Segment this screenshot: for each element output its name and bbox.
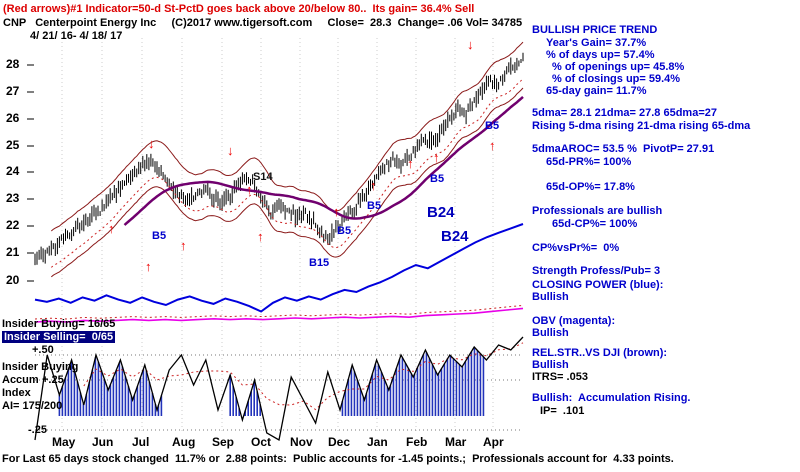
right-panel-line: 65d-OP%= 17.8% — [546, 181, 635, 193]
x-axis-month-label: Jun — [92, 435, 114, 449]
buy-arrow-icon: ↑ — [370, 178, 377, 193]
x-axis-month-label: Apr — [483, 435, 504, 449]
y-axis-price-label: 25 — [6, 138, 20, 152]
accum-scale-plus25: +.25 — [42, 374, 64, 386]
right-panel-line: CLOSING POWER (blue): — [532, 279, 664, 291]
right-panel-line: 65d-CP%= 100% — [552, 218, 638, 230]
signal-label: B5 — [337, 225, 352, 237]
right-panel-line: % of closings up= 59.4% — [552, 73, 681, 85]
y-axis-price-label: 24 — [6, 164, 20, 178]
buy-arrow-icon: ↑ — [257, 229, 264, 244]
x-axis-month-label: Oct — [251, 435, 272, 449]
x-axis-month-label: Jan — [367, 435, 388, 449]
right-panel-line: Bullish — [532, 291, 569, 303]
right-panel-line: % of days up= 57.4% — [546, 49, 655, 61]
signal-label: B5 — [430, 173, 445, 185]
right-panel-line: Bullish — [532, 327, 569, 339]
accum-scale-minus25: -.25 — [28, 424, 47, 436]
buy-arrow-icon: ↑ — [246, 182, 253, 197]
indicator-signal-headline: (Red arrows)#1 Indicator=50-d St-PctD go… — [3, 3, 475, 15]
insider-buying-label: Insider Buying= 16/65 — [2, 318, 116, 330]
y-axis-price-label: 21 — [6, 245, 20, 259]
buy-arrow-icon: ↑ — [489, 138, 496, 153]
right-panel-line: BULLISH PRICE TREND — [532, 24, 658, 36]
x-axis-month-label: Jul — [132, 435, 150, 449]
buy-arrow-icon: ↑ — [407, 156, 414, 171]
right-panel-line: Bullish: Accumulation Rising. — [532, 392, 691, 404]
right-panel-line: CP%vsPr%= 0% — [532, 242, 620, 254]
x-axis-month-label: Feb — [406, 435, 428, 449]
right-panel-line: Strength Profess/Pub= 3 — [532, 265, 661, 277]
right-panel-line: 65-day gain= 11.7% — [546, 85, 647, 97]
footer-summary: For Last 65 days stock changed 11.7% or … — [2, 453, 674, 465]
buy-arrow-icon: ↑ — [145, 259, 152, 274]
signal-label: B5 — [367, 200, 382, 212]
x-axis-month-label: May — [52, 435, 76, 449]
sell-arrow-icon: ↓ — [227, 143, 234, 158]
x-axis-month-label: Dec — [328, 435, 351, 449]
right-panel-line: REL.STR..VS DJI (brown): — [532, 347, 668, 359]
signal-label: B5 — [152, 230, 167, 242]
right-panel-line: Year's Gain= 37.7% — [546, 37, 647, 49]
right-panel-line: Rising 5-dma rising 21-dma rising 65-dma — [532, 120, 751, 132]
accum-scale-plus50: +.50 — [32, 344, 54, 356]
signal-label: B15 — [309, 257, 330, 269]
ticker-quote-line: CNP Centerpoint Energy Inc (C)2017 www.t… — [3, 17, 523, 29]
x-axis-month-label: Sep — [212, 435, 235, 449]
signal-label: S14 — [253, 171, 273, 183]
y-axis-price-label: 28 — [6, 57, 20, 71]
right-panel-line: ITRS= .053 — [532, 371, 588, 383]
right-panel-line: 65d-PR%= 100% — [546, 156, 632, 168]
y-axis-price-label: 27 — [6, 84, 20, 98]
y-axis-price-label: 22 — [6, 218, 20, 232]
signal-label: B24 — [441, 228, 469, 245]
right-panel-line: 5dma= 28.1 21dma= 27.8 65dma=27 — [532, 107, 717, 119]
insider-selling-label: Insider Selling= 0/65 — [2, 331, 116, 343]
right-panel-line: 5dmaAROC= 53.5 % PivotP= 27.91 — [532, 143, 715, 155]
accum-title-line1: Insider Buying — [2, 361, 79, 373]
sell-arrow-icon: ↓ — [467, 37, 474, 52]
x-axis-month-label: Aug — [172, 435, 196, 449]
accum-title-line3: Index — [2, 387, 31, 399]
right-panel-line: % of openings up= 45.8% — [552, 61, 685, 73]
right-panel-line: IP= .101 — [540, 405, 585, 417]
accum-ai-value: AI= 175/200 — [2, 400, 63, 412]
date-range-label: 4/ 21/ 16- 4/ 18/ 17 — [30, 30, 123, 42]
y-axis-price-label: 26 — [6, 111, 20, 125]
buy-arrow-icon: ↑ — [108, 221, 115, 236]
accum-title-line2: Accum — [2, 374, 39, 386]
signal-label: B5 — [485, 120, 500, 132]
y-axis-price-label: 23 — [6, 191, 20, 205]
y-axis-price-label: 20 — [6, 273, 20, 287]
right-panel-line: OBV (magenta): — [532, 315, 616, 327]
x-axis-month-label: Nov — [290, 435, 313, 449]
buy-arrow-icon: ↑ — [180, 238, 187, 253]
signal-label: B24 — [427, 204, 455, 221]
right-panel-line: Bullish — [532, 359, 569, 371]
x-axis-month-label: Mar — [445, 435, 467, 449]
sell-arrow-icon: ↓ — [148, 136, 155, 151]
buy-arrow-icon: ↑ — [433, 150, 440, 165]
buy-arrow-icon: ↑ — [333, 204, 340, 219]
right-panel-line: Professionals are bullish — [532, 205, 663, 217]
